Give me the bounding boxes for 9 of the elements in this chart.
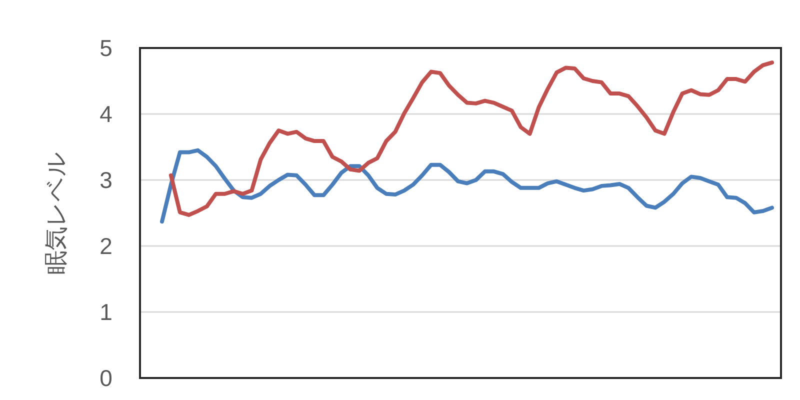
y-tick-label: 3 [100,167,112,193]
y-tick-label: 0 [100,365,112,391]
y-tick-label: 4 [100,101,113,127]
line-series [168,60,774,217]
y-axis-title: 眠気レベル [43,152,70,274]
y-tick-label: 1 [100,299,112,325]
line-series [160,148,774,224]
y-tick-label: 5 [100,35,112,61]
y-tick-label: 2 [100,233,112,259]
